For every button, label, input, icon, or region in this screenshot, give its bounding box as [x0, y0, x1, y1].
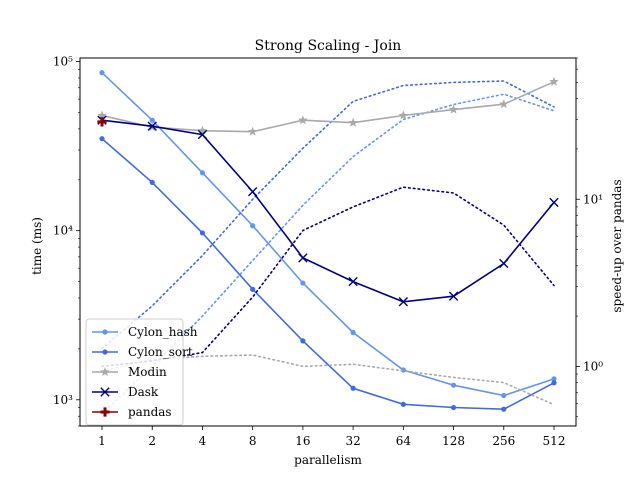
- series-cylon-hash: [99, 70, 557, 415]
- point-modin-128: [448, 104, 459, 114]
- x-tick-label-4: 4: [199, 434, 207, 448]
- legend-label-pandas: pandas: [128, 405, 172, 419]
- y-tick-label-1000: 10³: [53, 393, 73, 407]
- x-tick-label-512: 512: [543, 434, 566, 448]
- point-cylon-hash-128: [450, 382, 457, 388]
- series-pandas: [97, 117, 107, 127]
- point-modin-256: [499, 99, 509, 109]
- point-cylon-hash-32: [350, 329, 356, 336]
- legend-label-cylon-hash: Cylon_hash: [128, 325, 198, 339]
- y2-tick-label-10: 10¹: [583, 192, 603, 206]
- point-cylon-hash-16: [300, 280, 306, 286]
- point-modin-64: [398, 110, 409, 120]
- x-tick-label-128: 128: [442, 434, 465, 448]
- legend-marker-modin: [100, 367, 110, 377]
- y-axis-label: time (ms): [30, 217, 44, 275]
- y-tick-label-10000: 10⁴: [53, 224, 73, 238]
- x-tick-label-16: 16: [295, 434, 310, 448]
- legend-marker-dask: [100, 387, 110, 397]
- point-cylon-sort-2: [149, 179, 155, 186]
- x-tick-label-8: 8: [249, 434, 257, 448]
- speedup-line-cylon-hash: [101, 93, 555, 415]
- point-dask-32: [348, 276, 358, 287]
- point-cylon-sort-8: [250, 286, 256, 292]
- x-axis-label: parallelism: [294, 453, 362, 467]
- point-cylon-sort-128: [450, 404, 457, 411]
- point-dask-512: [549, 197, 559, 208]
- legend: Cylon_hash Cylon_sort Modin Dask pandas: [85, 318, 198, 426]
- legend-marker-cylon-hash: [102, 329, 108, 335]
- point-dask-8: [247, 187, 258, 197]
- point-cylon-hash-512: [551, 376, 557, 382]
- point-dask-64: [398, 297, 409, 307]
- x-tick-label-256: 256: [492, 434, 515, 448]
- time-line-cylon-sort: [101, 138, 555, 411]
- time-line-cylon-hash: [101, 72, 555, 397]
- point-cylon-sort-512: [551, 380, 557, 386]
- legend-marker-pandas: [100, 407, 110, 417]
- chart-title: Strong Scaling - Join: [255, 38, 402, 54]
- point-modin-8: [247, 126, 258, 136]
- point-cylon-hash-1: [99, 70, 105, 76]
- point-pandas-1: [97, 117, 107, 127]
- point-dask-128: [448, 291, 459, 301]
- point-modin-1: [97, 110, 107, 120]
- point-cylon-hash-8: [250, 223, 256, 229]
- y2-tick-label-1: 10⁰: [583, 359, 603, 373]
- point-dask-2: [147, 121, 157, 131]
- point-cylon-hash-256: [501, 392, 507, 399]
- y2-axis-label: speed-up over pandas: [610, 179, 624, 312]
- y-tick-label-100000: 10⁵: [53, 55, 73, 69]
- legend-marker-cylon-sort: [102, 349, 108, 355]
- point-cylon-sort-64: [400, 401, 406, 407]
- point-dask-4: [197, 129, 208, 140]
- legend-label-modin: Modin: [128, 365, 167, 379]
- point-dask-256: [499, 258, 509, 269]
- x-tick-label-32: 32: [345, 434, 360, 448]
- point-cylon-sort-256: [501, 406, 507, 412]
- time-line-modin: [101, 80, 555, 133]
- x-tick-label-64: 64: [396, 434, 412, 448]
- point-modin-4: [197, 125, 208, 135]
- point-cylon-sort-16: [300, 338, 306, 344]
- speedup-line-cylon-sort: [101, 80, 555, 350]
- x-tick-label-2: 2: [148, 434, 156, 448]
- point-dask-16: [298, 253, 308, 263]
- point-modin-32: [348, 117, 358, 127]
- series-cylon-sort: [99, 80, 557, 412]
- speedup-line-dask: [101, 186, 555, 368]
- point-cylon-hash-2: [149, 117, 155, 123]
- point-cylon-hash-4: [199, 170, 206, 176]
- point-cylon-sort-32: [350, 385, 356, 391]
- time-line-dask: [101, 119, 555, 303]
- legend-label-dask: Dask: [128, 385, 159, 399]
- plot-frame: [79, 57, 577, 427]
- point-cylon-sort-4: [199, 230, 206, 236]
- point-modin-16: [298, 115, 308, 125]
- x-tick-label-1: 1: [98, 434, 106, 448]
- axes-layer: 1 2 4 8 16 32 64 128 256 512 10³ 10⁴ 10⁵ 10⁰ 10¹: [53, 55, 603, 448]
- legend-label-cylon-sort: Cylon_sort: [128, 345, 193, 359]
- legend-box: [85, 318, 184, 426]
- point-modin-512: [549, 76, 559, 86]
- point-cylon-sort-1: [99, 136, 105, 142]
